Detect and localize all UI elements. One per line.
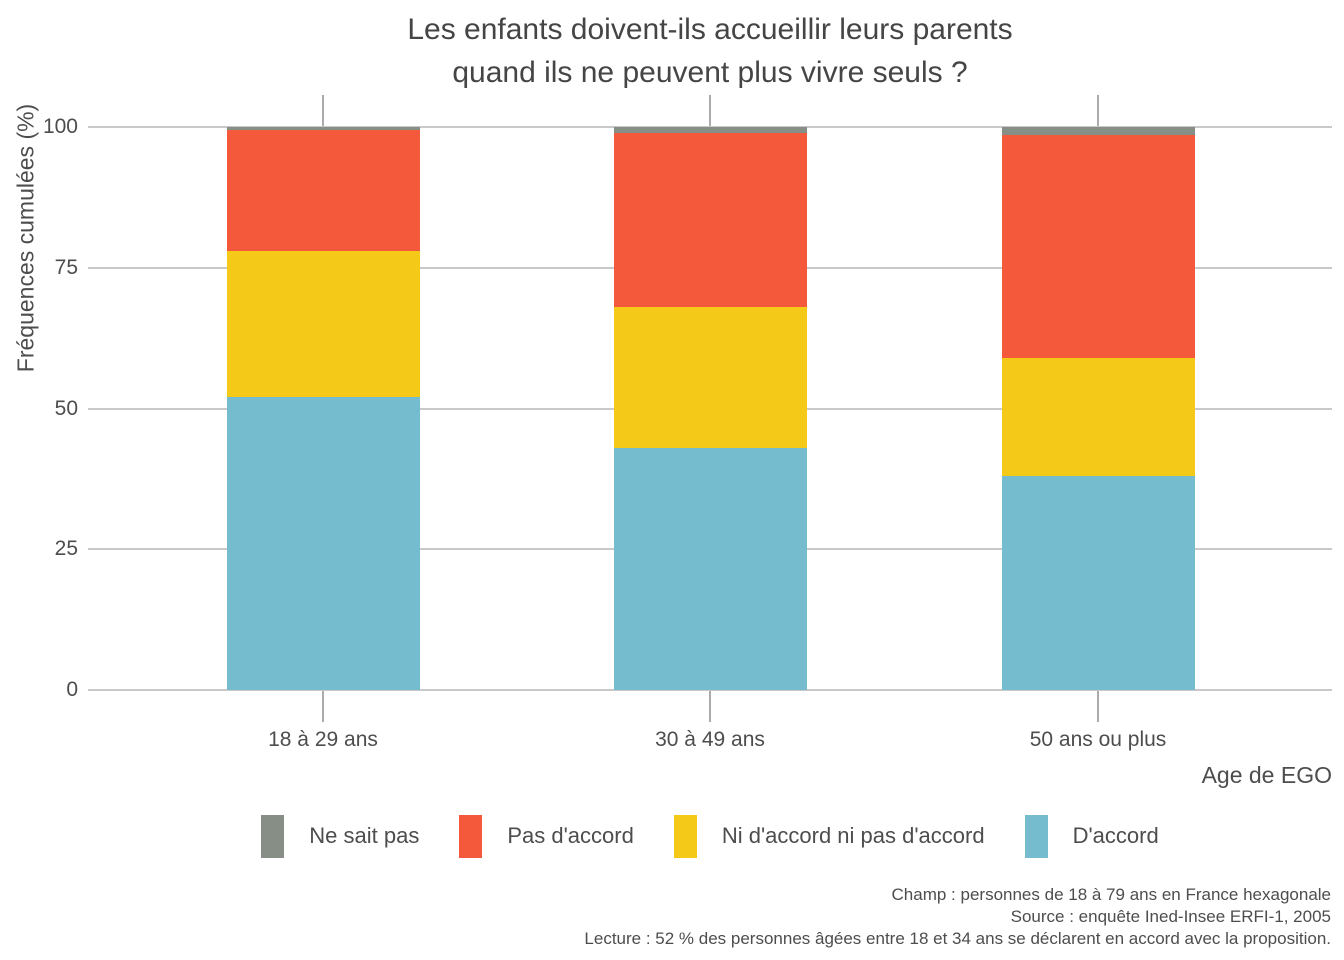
bar-segment xyxy=(1001,476,1195,690)
legend-label: Ne sait pas xyxy=(309,823,420,848)
y-tick-label: 0 xyxy=(66,678,78,701)
plot-panel xyxy=(88,95,1332,722)
y-tick-label: 50 xyxy=(54,396,78,420)
legend-label: D'accord xyxy=(1072,823,1159,848)
y-tick-label: 25 xyxy=(54,537,78,561)
note-source: Source : enquête Ined-Insee ERFI-1, 2005 xyxy=(1010,907,1331,926)
y-tick-label: 75 xyxy=(54,255,78,279)
chart-title-line1: Les enfants doivent-ils accueillir leurs… xyxy=(407,13,1013,46)
footnotes: Champ : personnes de 18 à 79 ans en Fran… xyxy=(584,884,1331,950)
legend-item: D'accord xyxy=(1024,814,1159,858)
legend-item: Ne sait pas xyxy=(261,814,420,858)
legend-swatch xyxy=(459,814,483,858)
x-axis-title: Age de EGO xyxy=(1201,762,1332,788)
legend: Ne sait pas Pas d'accord Ni d'accord ni pa… xyxy=(88,808,1332,864)
chart-title: Les enfants doivent-ils accueillir leurs… xyxy=(88,8,1332,94)
legend-label: Pas d'accord xyxy=(507,823,634,848)
bar-segment xyxy=(226,397,420,690)
bar-segment xyxy=(226,129,420,251)
bar-segment xyxy=(613,447,807,690)
legend-label: Ni d'accord ni pas d'accord xyxy=(721,823,985,848)
chart-title-line2: quand ils ne peuvent plus vivre seuls ? xyxy=(452,56,968,89)
legend-swatch xyxy=(1024,814,1048,858)
legend-swatch xyxy=(261,814,285,858)
bar-segment xyxy=(613,127,807,133)
y-gridline xyxy=(88,689,1332,691)
x-tick-label: 50 ans ou plus xyxy=(1029,728,1167,751)
bar-segment xyxy=(1001,127,1195,136)
bar-segment xyxy=(1001,357,1195,477)
bar-segment xyxy=(613,307,807,448)
x-tick-label: 30 à 49 ans xyxy=(655,728,765,751)
y-tick-label: 100 xyxy=(42,115,78,138)
bar-segment xyxy=(613,132,807,308)
legend-item: Ni d'accord ni pas d'accord xyxy=(673,814,985,858)
note-lecture: Lecture : 52 % des personnes âgées entre… xyxy=(584,929,1331,948)
y-axis-title: Fréquences cumulées (%) xyxy=(12,103,39,373)
note-champ: Champ : personnes de 18 à 79 ans en Fran… xyxy=(891,885,1331,904)
bar-segment xyxy=(1001,135,1195,358)
x-tick-label: 18 à 29 ans xyxy=(268,728,378,751)
legend-swatch xyxy=(673,814,697,858)
legend-item: Pas d'accord xyxy=(459,814,634,858)
bar-segment xyxy=(226,250,420,398)
bar-segment xyxy=(226,127,420,130)
